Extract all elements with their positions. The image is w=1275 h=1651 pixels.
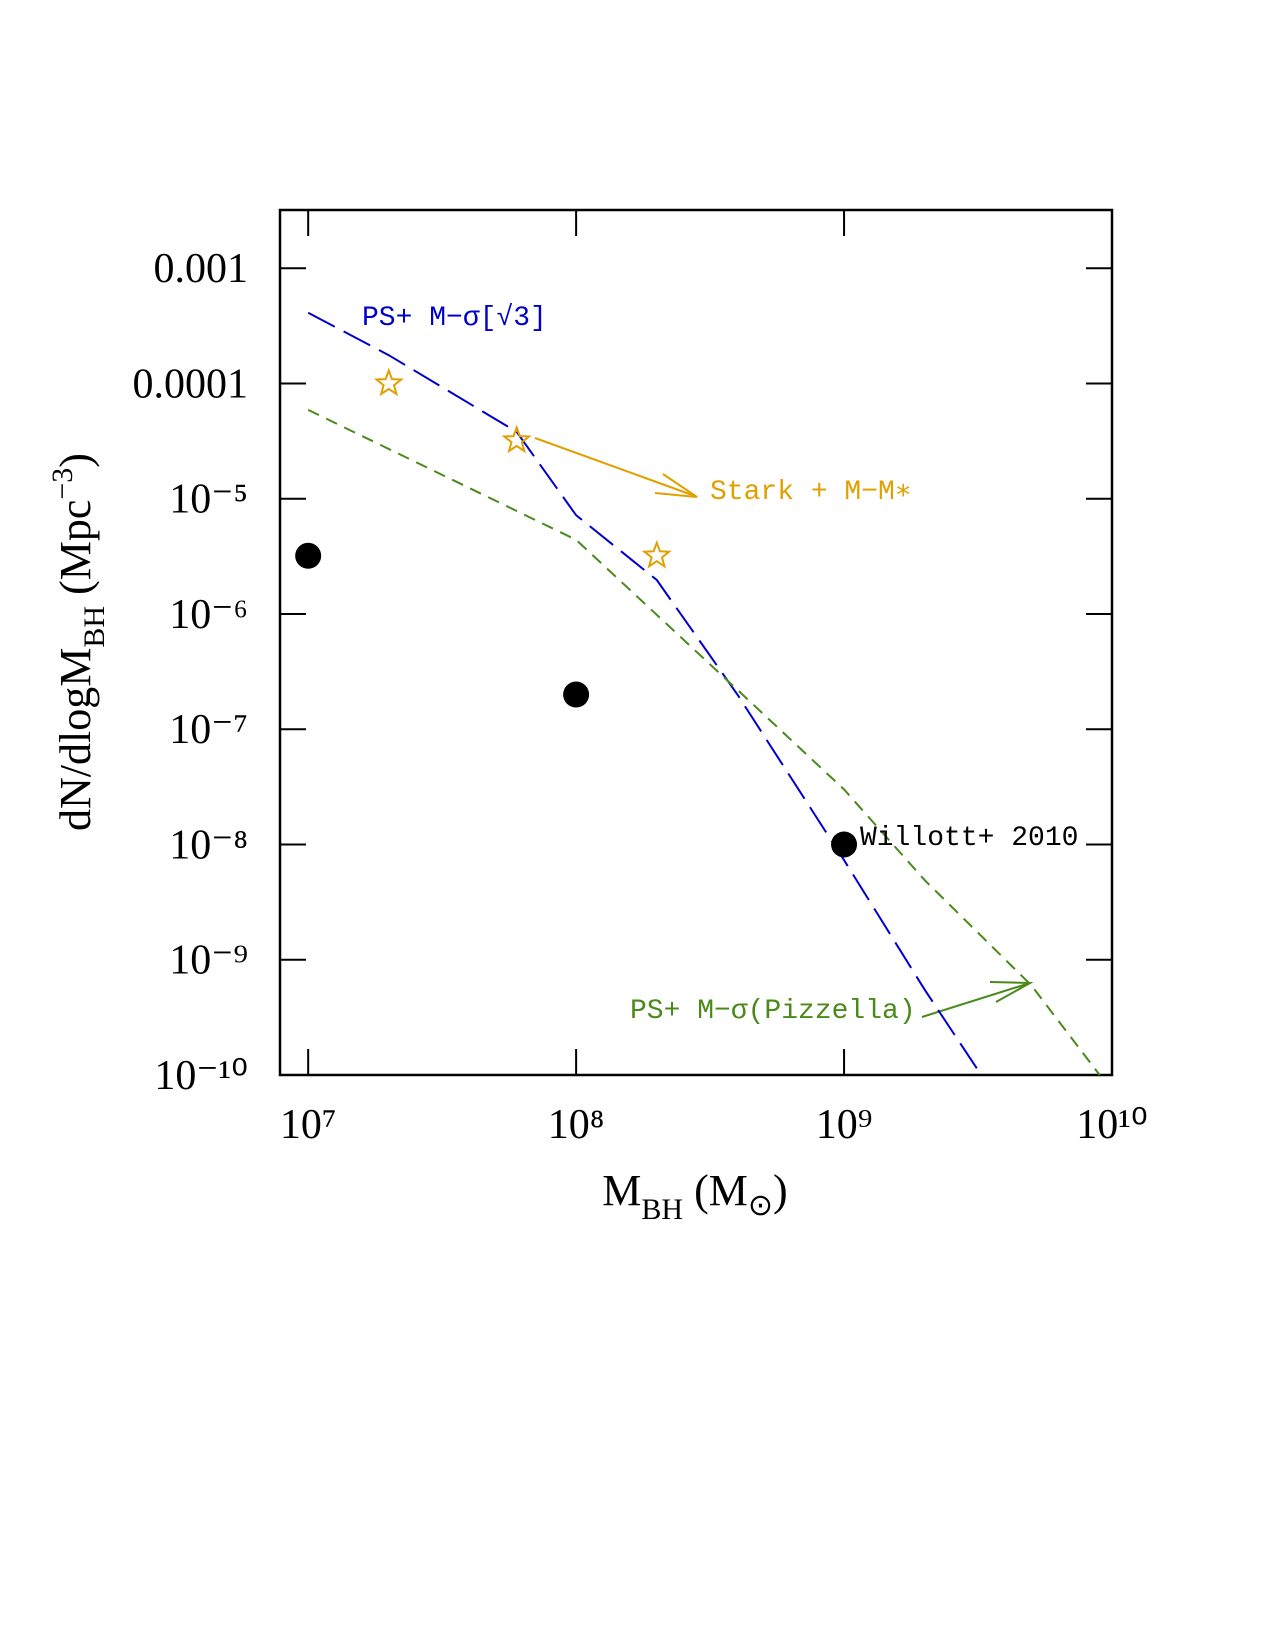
arrow	[921, 982, 1031, 1018]
x-tick-label: 10⁹	[816, 1102, 873, 1148]
x-label-part: )	[773, 1166, 788, 1215]
y-tick-label: 10⁻⁶	[169, 592, 248, 638]
y-tick-label: 10⁻⁵	[169, 477, 248, 523]
y-label-part: )	[51, 453, 100, 468]
annotation: Stark + M−M∗	[710, 477, 912, 508]
y-tick-label: 10⁻⁸	[169, 822, 248, 868]
plot-frame	[278, 208, 1114, 1077]
x-label-part: ⊙	[748, 1189, 773, 1222]
data-star	[501, 424, 532, 454]
arrows	[534, 437, 1034, 1018]
arrow-head	[989, 981, 1034, 1003]
x-label-part: M	[602, 1166, 641, 1215]
series-line	[307, 409, 1101, 1076]
y-tick-label: 10⁻⁷	[169, 707, 248, 753]
x-label-part: BH	[641, 1193, 683, 1226]
y-label-part: (Mpc	[51, 500, 100, 606]
y-tick-label: 0.001	[154, 246, 249, 292]
data-point	[295, 542, 322, 569]
annotation: PS+ M−σ(Pizzella)	[630, 996, 916, 1027]
y-tick-label: 10⁻¹⁰	[154, 1053, 248, 1099]
y-tick-label: 10⁻⁹	[169, 938, 248, 984]
x-tick-label: 10⁸	[548, 1102, 605, 1148]
series-line	[307, 311, 983, 1076]
data-point	[831, 831, 858, 858]
x-tick-label: 10¹⁰	[1076, 1102, 1147, 1148]
y-label-part: −3	[46, 468, 79, 500]
y-tick-label: 0.0001	[133, 361, 249, 407]
y-axis-label: dN/dlogMBH (Mpc−3)	[46, 453, 111, 831]
arrow	[534, 437, 696, 497]
x-tick-label: 10⁷	[280, 1102, 337, 1148]
data-point	[563, 681, 590, 708]
annotation: PS+ M−σ[√3]	[362, 303, 547, 334]
y-label-part: BH	[78, 606, 111, 648]
annotation: Willott+ 2010	[860, 823, 1078, 854]
data-star	[373, 367, 404, 397]
x-axis-label: MBH (M⊙)	[602, 1166, 787, 1226]
data-star	[641, 539, 672, 569]
x-label-part: (M	[683, 1166, 748, 1215]
y-label-part: dN/dlogM	[51, 648, 100, 831]
arrow-head	[654, 473, 698, 498]
